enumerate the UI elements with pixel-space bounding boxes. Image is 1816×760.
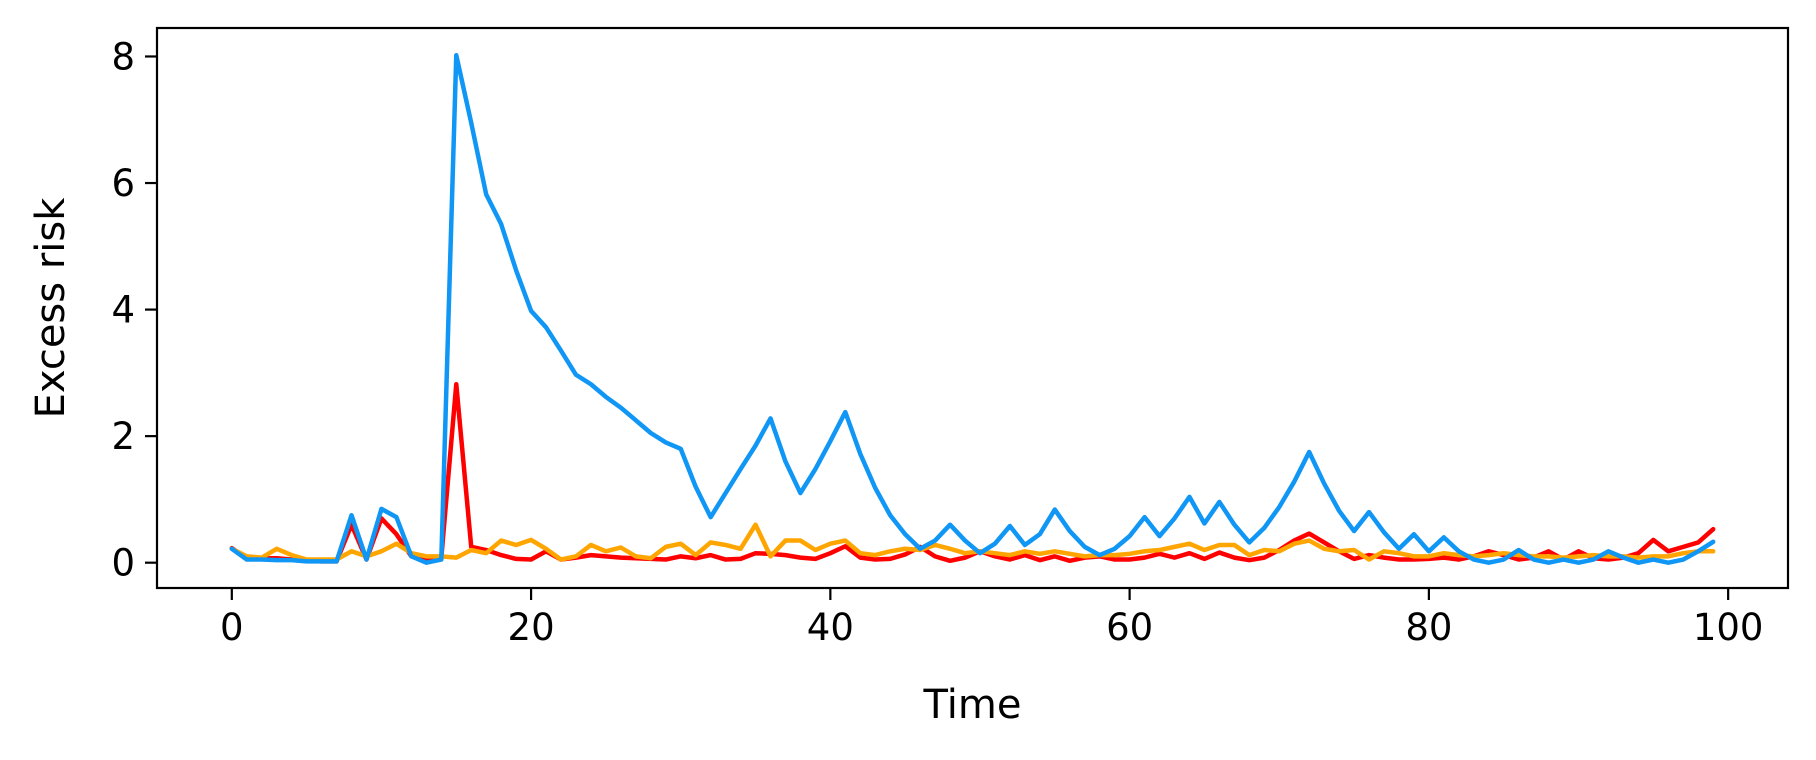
- x-tick-label: 100: [1693, 606, 1764, 649]
- x-tick-label: 0: [220, 606, 244, 649]
- y-tick-label: 8: [111, 35, 135, 78]
- ticks-layer: 0 20 40 60 80 100 0 2 4 6 8: [111, 35, 1763, 649]
- x-tick-label: 20: [508, 606, 555, 649]
- y-tick-label: 2: [111, 415, 135, 458]
- x-tick-label: 80: [1405, 606, 1452, 649]
- series-line-2: [229, 522, 1716, 562]
- y-tick-label: 6: [111, 162, 135, 205]
- x-axis-title: Time: [923, 682, 1022, 728]
- series-line-3: [229, 52, 1716, 565]
- plot-frame: [155, 26, 1790, 590]
- y-tick-label: 4: [111, 289, 135, 332]
- x-tick-label: 40: [807, 606, 854, 649]
- y-axis-title: Excess risk: [28, 197, 74, 419]
- x-tick-label: 60: [1106, 606, 1153, 649]
- series-line-1: [229, 382, 1716, 564]
- y-tick-label: 0: [111, 542, 135, 585]
- series-layer: [229, 52, 1716, 565]
